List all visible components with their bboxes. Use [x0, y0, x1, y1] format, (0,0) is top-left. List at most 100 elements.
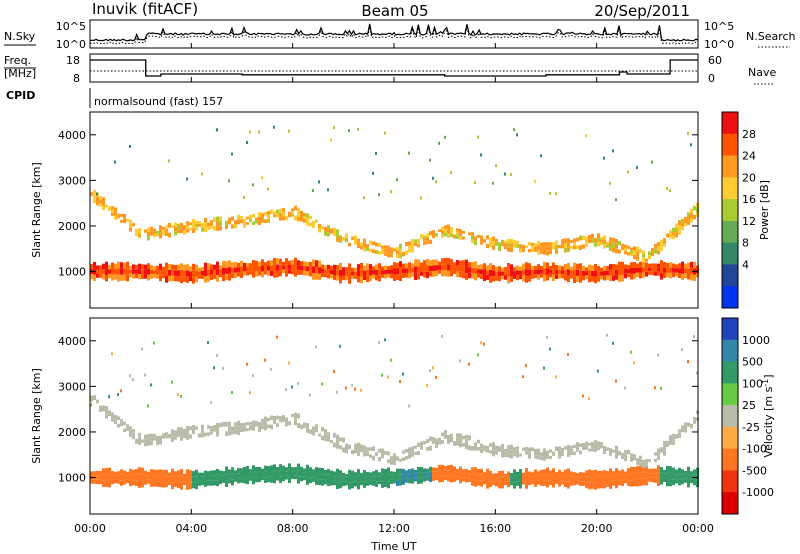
heatmap-cell — [198, 433, 201, 438]
heatmap-cell — [462, 272, 465, 279]
heatmap-cell — [573, 276, 576, 283]
heatmap-cell — [600, 482, 603, 489]
heatmap-cell — [330, 265, 333, 270]
heatmap-cell — [195, 426, 198, 430]
heatmap-cell — [594, 448, 597, 453]
heatmap-cell — [171, 482, 174, 490]
heatmap-cell — [366, 244, 369, 248]
heatmap-cell — [429, 260, 432, 266]
heatmap-cell — [645, 465, 648, 473]
heatmap-cell — [540, 475, 543, 481]
heatmap-cell — [231, 430, 234, 435]
heatmap-cell — [234, 430, 237, 434]
heatmap-cell — [564, 269, 567, 276]
heatmap-cell — [510, 477, 513, 482]
heatmap-cell — [90, 479, 93, 484]
heatmap-speckle — [333, 370, 335, 374]
heatmap-cell — [249, 473, 252, 477]
heatmap-cell — [480, 274, 483, 280]
heatmap-cell — [624, 251, 627, 255]
heatmap-cell — [168, 269, 171, 276]
heatmap-cell — [555, 244, 558, 250]
heatmap-cell — [351, 275, 354, 280]
heatmap-cell — [222, 267, 225, 275]
heatmap-cell — [678, 467, 681, 474]
heatmap-cell — [228, 469, 231, 475]
heatmap-cell — [162, 274, 165, 279]
heatmap-cell — [474, 240, 477, 245]
heatmap-cell — [240, 219, 243, 224]
heatmap-cell — [459, 438, 462, 443]
heatmap-cell — [129, 468, 132, 475]
heatmap-cell — [486, 275, 489, 280]
heatmap-cell — [585, 445, 588, 450]
heatmap-cell — [618, 451, 621, 456]
heatmap-cell — [477, 269, 480, 274]
heatmap-cell — [264, 471, 267, 478]
heatmap-cell — [573, 245, 576, 250]
heatmap-cell — [654, 452, 657, 456]
heatmap-cell — [276, 467, 279, 472]
heatmap-cell — [216, 427, 219, 432]
heatmap-cell — [333, 480, 336, 486]
heatmap-cell — [438, 470, 441, 477]
heatmap-cell — [345, 271, 348, 276]
heatmap-speckle — [555, 375, 557, 379]
heatmap-cell — [624, 453, 627, 458]
heatmap-cell — [261, 265, 264, 272]
heatmap-cell — [471, 473, 474, 480]
heatmap-cell — [426, 265, 429, 272]
heatmap-cell — [390, 265, 393, 270]
heatmap-speckle — [213, 366, 215, 370]
heatmap-cell — [477, 447, 480, 451]
heatmap-cell — [375, 452, 378, 457]
heatmap-cell — [540, 452, 543, 457]
heatmap-cell — [471, 232, 474, 236]
heatmap-cell — [162, 435, 165, 439]
y-tick-label: 1000 — [58, 472, 86, 485]
heatmap-cell — [525, 245, 528, 249]
heatmap-speckle — [549, 347, 551, 351]
heatmap-cell — [366, 450, 369, 454]
heatmap-cell — [621, 246, 624, 250]
heatmap-cell — [336, 265, 339, 271]
heatmap-speckle — [258, 130, 260, 134]
heatmap-cell — [579, 276, 582, 283]
heatmap-cell — [555, 240, 558, 245]
heatmap-cell — [327, 273, 330, 279]
heatmap-cell — [252, 221, 255, 225]
heatmap-cell — [645, 458, 648, 462]
heatmap-cell — [309, 472, 312, 478]
heatmap-cell — [414, 273, 417, 281]
heatmap-cell — [228, 431, 231, 436]
heatmap-cell — [114, 415, 117, 418]
heatmap-cell — [468, 478, 471, 482]
heatmap-cell — [564, 475, 567, 482]
heatmap-cell — [117, 213, 120, 219]
heatmap-cell — [660, 239, 663, 244]
heatmap-cell — [186, 270, 189, 277]
heatmap-cell — [255, 260, 258, 267]
heatmap-cell — [606, 266, 609, 271]
heatmap-cell — [648, 255, 651, 260]
heatmap-cell — [591, 476, 594, 483]
heatmap-cell — [294, 471, 297, 476]
heatmap-speckle — [252, 374, 254, 378]
heatmap-cell — [450, 470, 453, 477]
heatmap-cell — [204, 217, 207, 223]
colorbar-tick-label: 24 — [742, 150, 756, 163]
heatmap-cell — [582, 270, 585, 276]
heatmap-cell — [504, 240, 507, 244]
heatmap-cell — [210, 480, 213, 486]
heatmap-cell — [633, 454, 636, 458]
heatmap-cell — [480, 468, 483, 475]
heatmap-cell — [477, 469, 480, 475]
heatmap-speckle — [96, 192, 98, 196]
heatmap-cell — [390, 273, 393, 279]
heatmap-cell — [633, 473, 636, 480]
heatmap-cell — [111, 268, 114, 275]
heatmap-cell — [585, 275, 588, 280]
heatmap-cell — [354, 235, 357, 241]
heatmap-cell — [513, 453, 516, 457]
heatmap-cell — [276, 423, 279, 427]
